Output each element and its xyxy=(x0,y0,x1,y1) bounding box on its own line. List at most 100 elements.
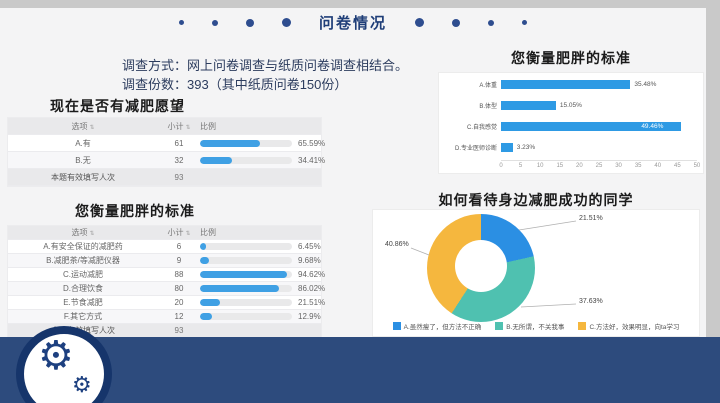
bar-chart-panel: A.体重 35.48% B.体型 15.05% C.自我感觉 49.46% D.… xyxy=(438,72,704,174)
option-label: F.其它方式 xyxy=(63,312,103,321)
sort-icon: ⇅ xyxy=(89,124,95,131)
count-value: 12 xyxy=(174,312,184,321)
decor-dot xyxy=(452,18,460,27)
table-row: C.运动减肥 88 94.62% xyxy=(8,268,325,282)
bar-chart-title: 您衡量肥胖的标准 xyxy=(511,50,631,66)
decor-dot xyxy=(245,18,254,27)
slice-value-label: 40.86% xyxy=(385,241,409,248)
column-header-label: 小计 xyxy=(167,121,184,131)
count-value: 6 xyxy=(176,242,182,251)
ratio-value: 21.51% xyxy=(298,298,326,307)
column-header-ratio: 比例 xyxy=(200,121,216,131)
ratio-bar-track xyxy=(200,156,292,164)
survey-intro: 调查方式：网上问卷调查与纸质问卷调查相结合。 调查份数：393（其中纸质问卷15… xyxy=(122,56,408,94)
bar-fill xyxy=(501,100,556,110)
table-row: B.无 32 34.41% xyxy=(8,152,325,169)
table-row: A.有 61 65.59% xyxy=(8,135,325,152)
bar-value-label: 49.46% xyxy=(641,122,664,130)
ratio-bar-fill xyxy=(200,285,280,292)
right-border-strip xyxy=(706,8,720,337)
legend-item: C.方法好，效果明显，向ta学习 xyxy=(578,321,679,331)
option-label: B.减肥茶/等减肥仪器 xyxy=(46,256,120,265)
table-row: F.其它方式 12 12.9% xyxy=(8,310,321,324)
column-header-ratio: 比例 xyxy=(200,228,216,237)
slice-value-label: 37.63% xyxy=(579,298,603,305)
column-header-option: 选项 ⇅ xyxy=(8,227,158,238)
option-label: A.有 xyxy=(75,138,91,148)
tick-label: 35 xyxy=(634,163,642,169)
count-value: 61 xyxy=(174,138,184,148)
ratio-value: 65.59% xyxy=(298,138,326,148)
leader-lines xyxy=(410,220,577,308)
table-obesity-standard: 选项 ⇅ 小计 ⇅ 比例 A.有安全保证的减肥药 6 6.45% B.减肥茶/等减肥… xyxy=(8,226,325,338)
table-header-row: 选项 ⇅ 小计 ⇅ 比例 xyxy=(8,226,321,240)
tick-label: 0 xyxy=(499,163,503,169)
ratio-bar-track xyxy=(200,285,292,292)
ratio-bar-track xyxy=(200,243,292,250)
bar-fill xyxy=(501,142,513,152)
donut-hole xyxy=(455,240,507,292)
bar-category-label: C.自我感觉 xyxy=(466,124,497,131)
page-title: 问卷情况 xyxy=(318,15,387,32)
survey-count-line: 调查份数：393（其中纸质问卷150份） xyxy=(122,77,348,92)
footer-count: 93 xyxy=(174,172,184,182)
bar-row: B.体型 15.05% xyxy=(439,100,703,110)
ratio-bar-track xyxy=(200,299,292,306)
column-header-label: 小计 xyxy=(167,228,184,237)
ratio-value: 94.62% xyxy=(298,270,326,279)
ratio-cell: 6.45% xyxy=(200,242,321,251)
tick-label: 45 xyxy=(674,163,681,169)
bar-fill xyxy=(501,121,682,131)
count-value: 20 xyxy=(174,298,184,307)
ratio-value: 6.45% xyxy=(298,242,321,251)
count-value: 32 xyxy=(174,155,184,165)
bar-category-label: B.体型 xyxy=(479,103,497,110)
ratio-value: 9.68% xyxy=(298,256,321,265)
ratio-cell: 21.51% xyxy=(200,298,325,307)
table-row: D.合理饮食 80 86.02% xyxy=(8,282,325,296)
tick-label: 30 xyxy=(615,163,622,169)
footer-label: 本题有效填写人次 xyxy=(51,172,115,182)
table-row: A.有安全保证的减肥药 6 6.45% xyxy=(8,240,321,254)
ratio-cell: 65.59% xyxy=(200,139,325,148)
table-row: B.减肥茶/等减肥仪器 9 9.68% xyxy=(8,254,321,268)
bar-category-label: D.专业医师诊断 xyxy=(454,145,497,152)
tick-label: 20 xyxy=(576,163,583,169)
ratio-value: 12.9% xyxy=(298,312,321,321)
table-row: E.节食减肥 20 21.51% xyxy=(8,296,325,310)
ratio-cell: 86.02% xyxy=(200,284,325,293)
tick-label: 5 xyxy=(518,163,523,169)
option-label: E.节食减肥 xyxy=(63,298,103,307)
ratio-bar-track xyxy=(200,257,292,264)
legend-label: C.方法好，效果明显，向ta学习 xyxy=(589,324,680,331)
count-value: 9 xyxy=(176,256,182,265)
bar-track: 35.48% xyxy=(501,79,697,89)
bar-track: 15.05% xyxy=(501,100,697,110)
bar-row: C.自我感觉 49.46% xyxy=(439,121,703,131)
count-value: 88 xyxy=(174,270,184,279)
sort-icon: ⇅ xyxy=(185,231,191,237)
top-border-strip xyxy=(0,0,720,8)
option-label: A.有安全保证的减肥药 xyxy=(43,242,123,251)
decor-dot xyxy=(178,20,184,25)
table-footer-row: 本题有效填写人次 93 xyxy=(8,169,321,186)
ratio-bar-track xyxy=(200,271,292,278)
option-label: D.合理饮食 xyxy=(63,284,103,293)
ratio-value: 86.02% xyxy=(298,284,326,293)
legend-item: A.虽然瘦了，但方法不正确 xyxy=(392,321,482,331)
bar-track: 3.23% xyxy=(501,142,697,152)
bar-category-label: A.体重 xyxy=(479,82,497,89)
bar-row: D.专业医师诊断 3.23% xyxy=(439,142,703,152)
legend-swatch xyxy=(578,322,587,330)
legend-swatch xyxy=(392,322,401,330)
ratio-cell: 34.41% xyxy=(200,156,325,165)
column-header-count: 小计 ⇅ xyxy=(158,227,200,238)
donut-chart-title: 如何看待身边减肥成功的同学 xyxy=(438,192,634,208)
donut-legend: A.虽然瘦了，但方法不正确 B.无所谓，不关我事 C.方法好，效果明显，向ta学… xyxy=(373,321,699,331)
ratio-bar-fill xyxy=(200,139,261,147)
tick-label: 25 xyxy=(595,163,603,169)
decor-dot xyxy=(488,19,494,26)
table2-title: 您衡量肥胖的标准 xyxy=(75,203,195,219)
ratio-cell: 12.9% xyxy=(200,312,321,321)
legend-label: A.虽然瘦了，但方法不正确 xyxy=(403,324,482,331)
